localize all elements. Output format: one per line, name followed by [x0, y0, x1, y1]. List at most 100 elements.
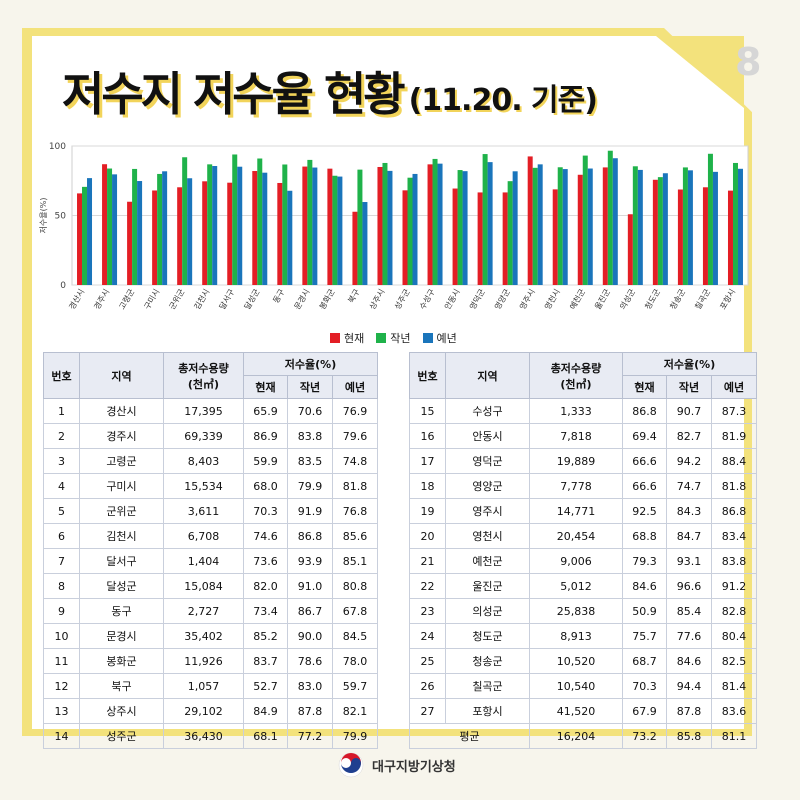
table-row: 6 김천시 6,708 74.6 86.8 85.6 — [43, 523, 379, 549]
th-current: 현재 — [243, 375, 288, 399]
cell-current: 66.6 — [622, 448, 667, 474]
bar-last-year — [432, 158, 438, 285]
cell-normal: 81.8 — [331, 473, 379, 499]
cell-region: 달서구 — [79, 548, 164, 574]
cell-capacity: 35,402 — [163, 623, 244, 649]
cell-no: 23 — [409, 598, 446, 624]
x-tick-label: 포항시 — [718, 288, 737, 312]
th-capacity: 총저수용량 (천㎥) — [163, 352, 244, 399]
x-tick-label: 청도군 — [643, 288, 662, 312]
bar-current — [627, 214, 633, 285]
cell-capacity: 7,778 — [529, 473, 623, 499]
table-row: 25 청송군 10,520 68.7 84.6 82.5 — [409, 648, 758, 674]
bar-normal — [212, 166, 218, 285]
cell-region: 울진군 — [445, 573, 530, 599]
bar-last-year — [382, 162, 388, 285]
th-capacity-unit: (천㎥) — [187, 377, 220, 391]
legend-label-last-year: 작년 — [390, 332, 411, 345]
cell-capacity: 36,430 — [163, 723, 244, 749]
cell-capacity: 9,006 — [529, 548, 623, 574]
bar-normal — [737, 168, 743, 285]
bar-normal — [562, 169, 568, 285]
cell-current: 68.8 — [622, 523, 667, 549]
cell-current: 73.6 — [243, 548, 288, 574]
cell-normal: 87.3 — [710, 398, 758, 424]
cell-normal: 85.6 — [331, 523, 379, 549]
cell-region: 구미시 — [79, 473, 164, 499]
cell-no: 3 — [43, 448, 80, 474]
bar-last-year — [357, 169, 363, 285]
bar-normal — [312, 167, 318, 285]
x-tick-label: 영천시 — [542, 287, 562, 311]
bar-normal — [162, 171, 168, 285]
cell-last-year: 91.9 — [287, 498, 333, 524]
table-row: 12 북구 1,057 52.7 83.0 59.7 — [43, 673, 379, 699]
cell-capacity: 6,708 — [163, 523, 244, 549]
x-tick-label: 봉화군 — [318, 288, 337, 312]
bar-current — [352, 211, 358, 285]
bar-normal — [487, 162, 493, 285]
bar-normal — [387, 170, 393, 285]
th-last-year: 작년 — [287, 375, 333, 399]
y-tick-label: 100 — [49, 142, 66, 152]
bar-normal — [412, 173, 418, 285]
bar-normal — [462, 171, 468, 285]
bar-current — [702, 187, 708, 285]
cell-normal: 79.6 — [331, 423, 379, 449]
cell-normal: 83.8 — [710, 548, 758, 574]
cell-no: 10 — [43, 623, 80, 649]
bar-normal — [687, 170, 693, 285]
cell-current: 65.9 — [243, 398, 288, 424]
th-no: 번호 — [409, 352, 446, 399]
cell-current: 68.0 — [243, 473, 288, 499]
table-row: 13 상주시 29,102 84.9 87.8 82.1 — [43, 698, 379, 724]
cell-capacity: 1,057 — [163, 673, 244, 699]
cell-region: 칠곡군 — [445, 673, 530, 699]
th-rate: 저수율(%) — [621, 352, 758, 376]
bar-last-year — [407, 177, 413, 285]
bar-last-year — [657, 177, 663, 285]
th-capacity-label: 총저수용량 — [178, 361, 229, 375]
bar-last-year — [582, 155, 588, 285]
bar-normal — [187, 178, 193, 285]
cell-no: 1 — [43, 398, 80, 424]
th-normal: 예년 — [710, 375, 758, 399]
table-row: 1 경산시 17,395 65.9 70.6 76.9 — [43, 398, 379, 424]
cell-normal: 83.6 — [710, 698, 758, 724]
cell-region: 영덕군 — [445, 448, 530, 474]
bar-current — [77, 193, 83, 285]
cell-region: 영주시 — [445, 498, 530, 524]
cell-current: 69.4 — [622, 423, 667, 449]
x-tick-label: 울진군 — [592, 287, 612, 311]
cell-capacity: 8,403 — [163, 448, 244, 474]
th-no: 번호 — [43, 352, 80, 399]
bar-current — [677, 189, 683, 285]
th-normal: 예년 — [331, 375, 379, 399]
table-row: 11 봉화군 11,926 83.7 78.6 78.0 — [43, 648, 379, 674]
average-label: 평균 — [409, 723, 530, 749]
cell-current: 68.7 — [622, 648, 667, 674]
cell-last-year: 90.7 — [666, 398, 712, 424]
cell-no: 7 — [43, 548, 80, 574]
cell-normal: 78.0 — [331, 648, 379, 674]
cell-last-year: 93.1 — [666, 548, 712, 574]
cell-region: 청도군 — [445, 623, 530, 649]
x-tick-label: 칠곡군 — [693, 288, 712, 312]
cell-last-year: 83.0 — [287, 673, 333, 699]
cell-region: 청송군 — [445, 648, 530, 674]
bar-last-year — [107, 168, 113, 285]
cell-no: 25 — [409, 648, 446, 674]
page-number: 8 — [735, 40, 762, 84]
table-row: 26 칠곡군 10,540 70.3 94.4 81.4 — [409, 673, 758, 699]
bar-current — [252, 171, 258, 285]
table-row: 22 울진군 5,012 84.6 96.6 91.2 — [409, 573, 758, 599]
cell-last-year: 87.8 — [287, 698, 333, 724]
th-capacity-label: 총저수용량 — [550, 361, 602, 375]
cell-normal: 84.5 — [331, 623, 379, 649]
cell-no: 22 — [409, 573, 446, 599]
table-row: 27 포항시 41,520 67.9 87.8 83.6 — [409, 698, 758, 724]
bar-normal — [662, 173, 668, 285]
cell-last-year: 70.6 — [287, 398, 333, 424]
reservoir-rate-chart: 0 50 100 저수율(%) 경산시 경주시 고령군 구미시 군위군 김천시 달서구 달성군 동구 문경… — [39, 142, 749, 312]
cell-current: 84.9 — [243, 698, 288, 724]
